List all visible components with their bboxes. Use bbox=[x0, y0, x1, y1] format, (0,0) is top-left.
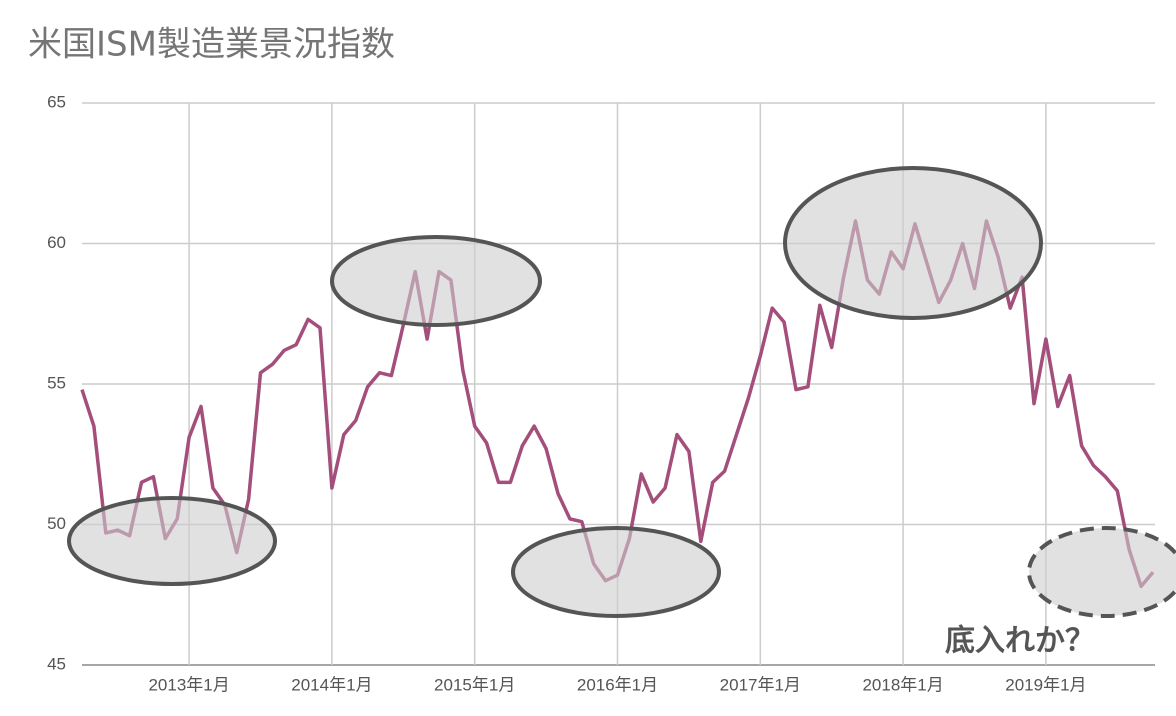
grid: 45 50 55 60 65 2013年1月 2014年1月 2015年1月 2016年1月 20… bbox=[47, 92, 1155, 694]
y-tick-label: 45 bbox=[47, 654, 66, 673]
highlight-ellipse bbox=[783, 166, 1043, 320]
x-tick-label: 2015年1月 bbox=[434, 675, 515, 694]
highlight-ellipse bbox=[511, 526, 721, 618]
y-tick-label: 65 bbox=[47, 92, 66, 111]
x-tick-label: 2018年1月 bbox=[862, 675, 943, 694]
x-tick-label: 2017年1月 bbox=[720, 675, 801, 694]
y-tick-label: 60 bbox=[47, 233, 66, 252]
highlight-ellipse bbox=[67, 496, 277, 586]
y-tick-label: 50 bbox=[47, 514, 66, 533]
highlight-ellipse-dashed bbox=[1027, 526, 1176, 618]
highlight-ellipse bbox=[330, 235, 542, 327]
annotation: 底入れか？ bbox=[945, 624, 1095, 659]
annotation-shapes bbox=[67, 166, 1176, 618]
x-tick-label: 2013年1月 bbox=[148, 675, 229, 694]
x-tick-label: 2014年1月 bbox=[291, 675, 372, 694]
y-tick-label: 55 bbox=[47, 373, 66, 392]
chart-title: 米国ISM製造業景況指数 bbox=[28, 25, 395, 65]
x-tick-label: 2019年1月 bbox=[1005, 675, 1086, 694]
x-tick-label: 2016年1月 bbox=[577, 675, 658, 694]
